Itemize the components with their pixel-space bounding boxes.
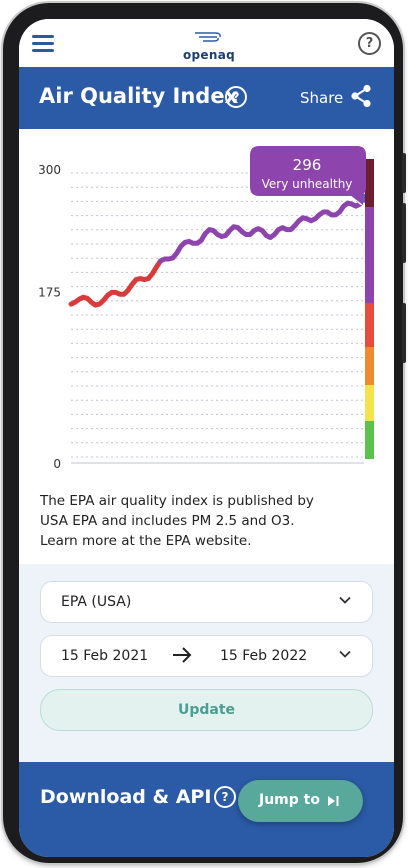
share-button-label[interactable]: Share xyxy=(300,89,344,107)
y-tick-label: 175 xyxy=(38,285,61,299)
index-select[interactable]: EPA (USA) xyxy=(40,581,373,623)
y-tick-label: 300 xyxy=(38,163,61,177)
share-icon[interactable] xyxy=(350,84,372,108)
scale-segment xyxy=(365,421,374,459)
date-from: 15 Feb 2021 xyxy=(61,648,149,664)
chart-grid xyxy=(71,172,364,464)
scale-segment xyxy=(365,303,374,347)
skip-to-end-icon xyxy=(328,796,339,806)
menu-icon[interactable] xyxy=(32,35,54,52)
tooltip-pointer xyxy=(350,195,363,205)
scale-segment xyxy=(365,207,374,303)
openaq-logo[interactable]: openaq xyxy=(179,29,239,63)
chevron-down-icon xyxy=(339,650,351,658)
jump-to-button[interactable]: Jump to xyxy=(238,780,363,822)
tooltip-value: 296 xyxy=(293,156,322,174)
page-title: Air Quality Index xyxy=(39,84,239,108)
aqi-line-unhealthy-sensitive xyxy=(68,258,163,308)
volume-up-button xyxy=(402,153,406,193)
section-header: Air Quality Index ? Share xyxy=(19,67,394,129)
date-to: 15 Feb 2022 xyxy=(220,648,308,664)
phone-frame: openaq ? Air Quality Index ? Share 0 175 3… xyxy=(3,3,406,863)
update-button[interactable]: Update xyxy=(40,689,373,731)
jump-to-label: Jump to xyxy=(259,792,320,808)
arrow-right-icon xyxy=(173,647,192,663)
y-axis-ticks: 0175300AQI xyxy=(38,163,61,469)
y-tick-label: 0 xyxy=(53,457,61,469)
logo-wind-icon xyxy=(195,32,221,42)
date-range-select[interactable]: 15 Feb 2021 15 Feb 2022 xyxy=(40,635,373,677)
aqi-description: The EPA air quality index is published b… xyxy=(40,493,314,549)
logo-text: openaq xyxy=(182,48,235,62)
aqi-help-icon[interactable]: ? xyxy=(225,86,247,108)
volume-down-button xyxy=(402,203,406,263)
tooltip-category: Very unhealthy xyxy=(262,177,353,191)
app-bar: openaq ? xyxy=(19,19,394,67)
download-section: Download & API ? Jump to xyxy=(19,762,394,857)
scale-segment xyxy=(365,347,374,385)
download-title: Download & API xyxy=(40,786,212,808)
help-icon[interactable]: ? xyxy=(358,32,381,55)
screen: openaq ? Air Quality Index ? Share 0 175 3… xyxy=(19,19,394,857)
scale-segment xyxy=(365,385,374,421)
download-help-icon[interactable]: ? xyxy=(214,786,236,808)
power-button xyxy=(402,303,406,363)
scale-segment xyxy=(365,159,374,207)
aqi-line xyxy=(68,190,372,308)
current-aqi-tooltip: 296 Very unhealthy xyxy=(250,146,366,205)
aqi-line-unhealthy xyxy=(158,195,367,264)
chevron-down-icon xyxy=(339,596,351,604)
aqi-color-scale xyxy=(365,159,374,459)
index-select-value: EPA (USA) xyxy=(61,594,132,610)
tooltip-box xyxy=(250,146,366,196)
